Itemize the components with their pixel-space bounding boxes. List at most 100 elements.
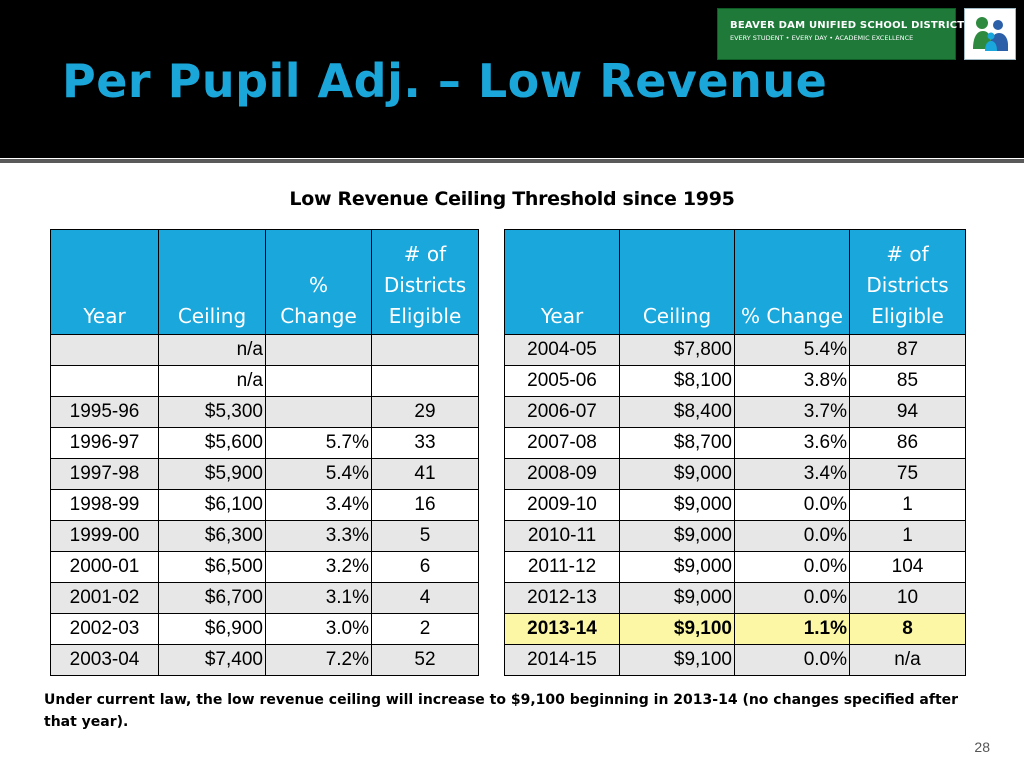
pct-change-cell: 3.6% [734, 427, 850, 459]
table-row: 1997-98 $5,900 5.4% 41 [50, 458, 479, 490]
table-row: 2000-01 $6,500 3.2% 6 [50, 551, 479, 583]
column-header-districts-eligible: # of Districts Eligible [849, 229, 966, 335]
ceiling-cell: $5,600 [158, 427, 266, 459]
districts-eligible-cell: 94 [849, 396, 966, 428]
districts-eligible-cell: n/a [849, 644, 966, 676]
ceiling-cell: $5,900 [158, 458, 266, 490]
year-cell: 2013-14 [504, 613, 620, 645]
ceiling-cell: $9,000 [619, 520, 735, 552]
pct-change-cell [265, 365, 372, 397]
year-cell [50, 365, 159, 397]
districts-eligible-cell: 1 [849, 520, 966, 552]
table-row: 2012-13 $9,000 0.0% 10 [504, 582, 966, 614]
year-cell: 1997-98 [50, 458, 159, 490]
year-cell: 1999-00 [50, 520, 159, 552]
column-header-districts-eligible: # of Districts Eligible [371, 229, 479, 335]
districts-eligible-cell: 33 [371, 427, 479, 459]
pct-change-cell: 5.7% [265, 427, 372, 459]
year-cell: 2001-02 [50, 582, 159, 614]
districts-eligible-cell: 4 [371, 582, 479, 614]
pct-change-cell: 3.1% [265, 582, 372, 614]
district-tagline: EVERY STUDENT • EVERY DAY • ACADEMIC EXC… [730, 34, 914, 42]
districts-eligible-cell: 41 [371, 458, 479, 490]
table-row: 2011-12 $9,000 0.0% 104 [504, 551, 966, 583]
districts-eligible-cell: 6 [371, 551, 479, 583]
header-divider [0, 159, 1024, 163]
column-header-year: Year [50, 229, 159, 335]
ceiling-table-left: Year Ceiling % Change # of Districts Eli… [50, 229, 479, 676]
ceiling-cell: $9,000 [619, 458, 735, 490]
ceiling-cell: $7,800 [619, 334, 735, 366]
pct-change-cell: 0.0% [734, 489, 850, 521]
table-row: 2002-03 $6,900 3.0% 2 [50, 613, 479, 645]
table-row: 2003-04 $7,400 7.2% 52 [50, 644, 479, 676]
table-row: 2014-15 $9,100 0.0% n/a [504, 644, 966, 676]
year-cell: 2007-08 [504, 427, 620, 459]
districts-eligible-cell: 75 [849, 458, 966, 490]
slide-title: Per Pupil Adj. – Low Revenue [62, 54, 828, 108]
ceiling-cell: $9,000 [619, 489, 735, 521]
ceiling-cell: $7,400 [158, 644, 266, 676]
table-row: 2008-09 $9,000 3.4% 75 [504, 458, 966, 490]
districts-eligible-cell [371, 365, 479, 397]
ceiling-cell: $9,000 [619, 551, 735, 583]
districts-eligible-cell: 52 [371, 644, 479, 676]
districts-eligible-cell: 5 [371, 520, 479, 552]
table-row: 2010-11 $9,000 0.0% 1 [504, 520, 966, 552]
ceiling-cell: n/a [158, 365, 266, 397]
districts-eligible-cell: 1 [849, 489, 966, 521]
pct-change-cell: 0.0% [734, 520, 850, 552]
districts-eligible-cell [371, 334, 479, 366]
table-row: 2007-08 $8,700 3.6% 86 [504, 427, 966, 459]
pct-change-cell: 5.4% [734, 334, 850, 366]
page-number: 28 [974, 739, 990, 755]
pct-change-cell: 0.0% [734, 644, 850, 676]
ceiling-cell: $9,000 [619, 582, 735, 614]
districts-eligible-cell: 85 [849, 365, 966, 397]
slide-header: Per Pupil Adj. – Low Revenue BEAVER DAM … [0, 0, 1024, 158]
ceiling-cell: $9,100 [619, 644, 735, 676]
year-cell: 2005-06 [504, 365, 620, 397]
ceiling-cell: $6,300 [158, 520, 266, 552]
pct-change-cell [265, 334, 372, 366]
ceiling-cell: $8,400 [619, 396, 735, 428]
district-name: BEAVER DAM UNIFIED SCHOOL DISTRICT [730, 20, 965, 31]
year-cell: 2012-13 [504, 582, 620, 614]
pct-change-cell: 3.3% [265, 520, 372, 552]
year-cell: 1995-96 [50, 396, 159, 428]
ceiling-cell: $6,700 [158, 582, 266, 614]
table-row: 2006-07 $8,400 3.7% 94 [504, 396, 966, 428]
pct-change-cell: 1.1% [734, 613, 850, 645]
table-row: n/a [50, 334, 479, 366]
year-cell: 2009-10 [504, 489, 620, 521]
year-cell: 2008-09 [504, 458, 620, 490]
ceiling-cell: $8,700 [619, 427, 735, 459]
ceiling-cell: $8,100 [619, 365, 735, 397]
table-row: 2013-14 $9,100 1.1% 8 [504, 613, 966, 645]
table-row: 1996-97 $5,600 5.7% 33 [50, 427, 479, 459]
table-row: 2004-05 $7,800 5.4% 87 [504, 334, 966, 366]
year-cell: 1996-97 [50, 427, 159, 459]
districts-eligible-cell: 104 [849, 551, 966, 583]
table-row: n/a [50, 365, 479, 397]
year-cell: 2006-07 [504, 396, 620, 428]
ceiling-cell: $6,100 [158, 489, 266, 521]
year-cell [50, 334, 159, 366]
table-row: 1998-99 $6,100 3.4% 16 [50, 489, 479, 521]
pct-change-cell: 3.4% [734, 458, 850, 490]
pct-change-cell: 3.8% [734, 365, 850, 397]
ceiling-cell: $9,100 [619, 613, 735, 645]
pct-change-cell [265, 396, 372, 428]
column-header-pct-change: % Change [265, 229, 372, 335]
year-cell: 2011-12 [504, 551, 620, 583]
ceiling-table-right: Year Ceiling % Change # of Districts Eli… [504, 229, 966, 676]
table-row: 2009-10 $9,000 0.0% 1 [504, 489, 966, 521]
ceiling-cell: $6,500 [158, 551, 266, 583]
districts-eligible-cell: 8 [849, 613, 966, 645]
pct-change-cell: 5.4% [265, 458, 372, 490]
districts-eligible-cell: 29 [371, 396, 479, 428]
year-cell: 2000-01 [50, 551, 159, 583]
districts-eligible-cell: 87 [849, 334, 966, 366]
year-cell: 2002-03 [50, 613, 159, 645]
table-title: Low Revenue Ceiling Threshold since 1995 [289, 188, 735, 210]
